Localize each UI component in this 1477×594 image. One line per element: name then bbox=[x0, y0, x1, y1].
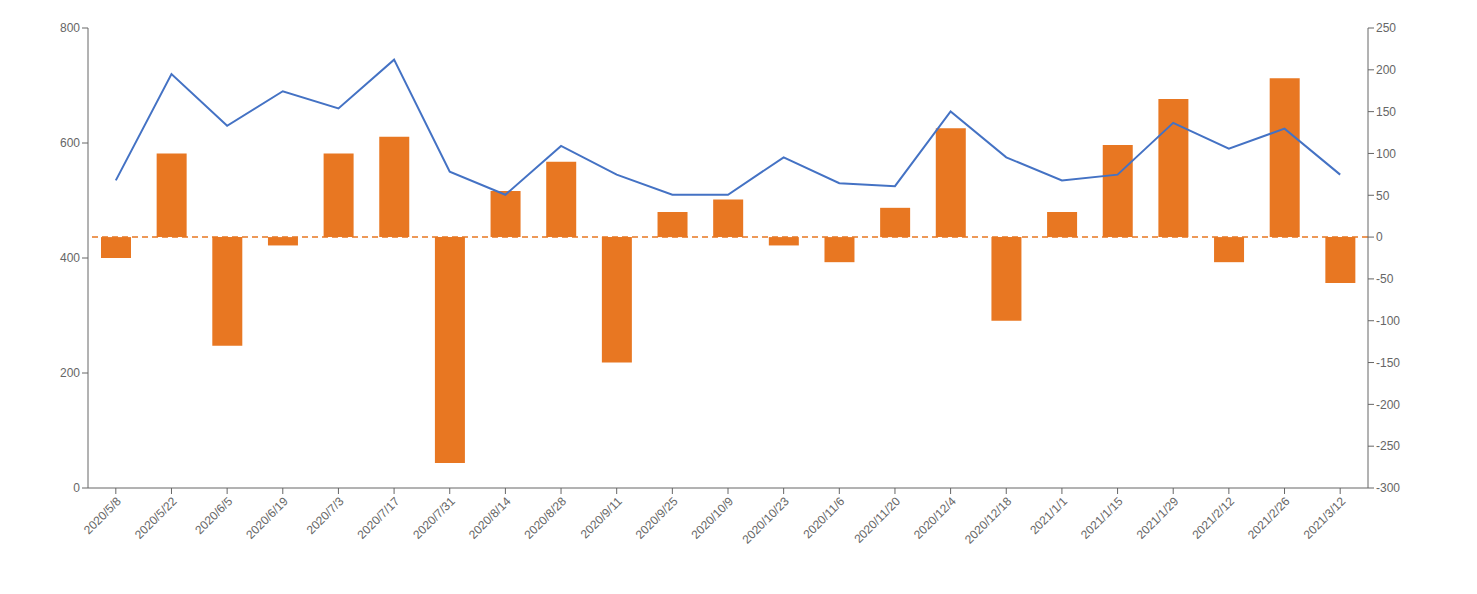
svg-text:2020/12/18: 2020/12/18 bbox=[962, 494, 1015, 547]
svg-text:2020/5/22: 2020/5/22 bbox=[132, 494, 180, 542]
svg-text:2020/6/19: 2020/6/19 bbox=[243, 494, 291, 542]
svg-text:2020/6/5: 2020/6/5 bbox=[192, 494, 235, 537]
svg-text:2020/10/9: 2020/10/9 bbox=[688, 494, 736, 542]
svg-text:-100: -100 bbox=[1376, 314, 1400, 328]
svg-text:2020/5/8: 2020/5/8 bbox=[81, 494, 124, 537]
svg-text:400: 400 bbox=[60, 251, 80, 265]
svg-text:2020/7/31: 2020/7/31 bbox=[410, 494, 458, 542]
svg-text:2020/9/25: 2020/9/25 bbox=[633, 494, 681, 542]
svg-text:2020/11/6: 2020/11/6 bbox=[800, 494, 847, 541]
svg-text:2020/7/17: 2020/7/17 bbox=[355, 494, 403, 542]
svg-text:2021/3/12: 2021/3/12 bbox=[1301, 494, 1349, 542]
svg-text:2020/8/28: 2020/8/28 bbox=[522, 494, 570, 542]
svg-text:0: 0 bbox=[1376, 230, 1383, 244]
svg-text:250: 250 bbox=[1376, 21, 1396, 35]
svg-text:2021/1/29: 2021/1/29 bbox=[1134, 494, 1182, 542]
svg-text:150: 150 bbox=[1376, 105, 1396, 119]
svg-text:2020/12/4: 2020/12/4 bbox=[911, 494, 959, 542]
svg-text:2021/1/1: 2021/1/1 bbox=[1027, 494, 1070, 537]
svg-text:600: 600 bbox=[60, 136, 80, 150]
svg-text:2020/7/3: 2020/7/3 bbox=[304, 494, 347, 537]
svg-text:800: 800 bbox=[60, 21, 80, 35]
svg-text:2020/11/20: 2020/11/20 bbox=[851, 494, 903, 546]
svg-text:200: 200 bbox=[1376, 63, 1396, 77]
svg-text:-250: -250 bbox=[1376, 439, 1400, 453]
svg-text:-300: -300 bbox=[1376, 481, 1400, 495]
svg-text:2021/2/12: 2021/2/12 bbox=[1189, 494, 1237, 542]
svg-text:-200: -200 bbox=[1376, 398, 1400, 412]
svg-text:-150: -150 bbox=[1376, 356, 1400, 370]
svg-text:-50: -50 bbox=[1376, 272, 1394, 286]
svg-text:2020/10/23: 2020/10/23 bbox=[739, 494, 792, 547]
svg-text:100: 100 bbox=[1376, 147, 1396, 161]
svg-text:2020/8/14: 2020/8/14 bbox=[466, 494, 514, 542]
svg-text:2021/1/15: 2021/1/15 bbox=[1078, 494, 1126, 542]
svg-text:0: 0 bbox=[73, 481, 80, 495]
svg-text:2021/2/26: 2021/2/26 bbox=[1245, 494, 1293, 542]
svg-text:50: 50 bbox=[1376, 189, 1390, 203]
svg-text:200: 200 bbox=[60, 366, 80, 380]
svg-text:2020/9/11: 2020/9/11 bbox=[578, 494, 625, 541]
